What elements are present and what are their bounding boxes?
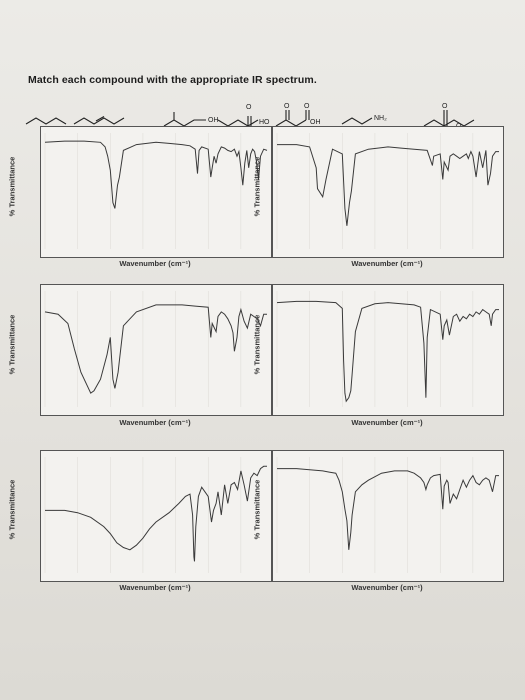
- ylabel-1: % Transmittance: [7, 156, 17, 217]
- spectrum-plot-1: [44, 133, 268, 249]
- structure-7: [423, 119, 475, 127]
- ylabel-4: % Transmittance: [252, 314, 262, 375]
- spectrum-panel-1: [40, 126, 272, 258]
- structure-5-o1-label: O: [284, 103, 290, 110]
- spectrum-panel-5: [40, 450, 272, 582]
- structure-5-o2-label: O: [304, 103, 310, 110]
- spectrum-plot-6: [276, 457, 499, 573]
- spectrum-line-3: [44, 304, 267, 394]
- spectrum-line-5: [45, 465, 267, 562]
- ylabel-2: % Transmittance: [252, 156, 262, 217]
- spectrum-panel-2: [272, 126, 504, 258]
- structure-6: [341, 117, 373, 125]
- structures-row: OH O HO O O OH NH₂ O O: [24, 98, 514, 134]
- structure-4-oh-label: OH: [208, 117, 219, 124]
- structure-drawings: OH O HO O O OH NH₂ O O: [25, 103, 475, 130]
- page-title: Match each compound with the appropriate…: [28, 74, 317, 86]
- structure-6-nh2-label: NH₂: [374, 115, 387, 122]
- spectrum-plot-3: [44, 291, 267, 407]
- ylabel-3: % Transmittance: [7, 314, 17, 375]
- structure-7-o-label: O: [442, 103, 448, 110]
- structure-1: [25, 117, 67, 125]
- structure-5: [275, 119, 307, 127]
- spectrum-line-1: [44, 140, 268, 209]
- spectrum-line-6: [277, 468, 499, 550]
- spectrum-panel-4: [272, 284, 504, 416]
- xlabel-1: Wavenumber (cm⁻¹): [119, 259, 191, 268]
- spectrum-plot-2: [276, 133, 499, 249]
- spectrum-line-4: [276, 300, 499, 403]
- xlabel-2: Wavenumber (cm⁻¹): [351, 259, 423, 268]
- structure-4-o-label: O: [246, 104, 252, 111]
- spectrum-panel-6: [272, 450, 504, 582]
- structure-2: [73, 117, 125, 125]
- xlabel-3: Wavenumber (cm⁻¹): [119, 418, 191, 427]
- spectrum-panel-3: [40, 284, 272, 416]
- xlabel-6: Wavenumber (cm⁻¹): [351, 583, 423, 592]
- ylabel-6: % Transmittance: [252, 479, 262, 540]
- spectrum-plot-4: [276, 291, 499, 407]
- ylabel-5: % Transmittance: [7, 479, 17, 540]
- spectrum-plot-5: [44, 457, 267, 573]
- structure-4: [217, 119, 249, 127]
- structure-5-ho-label: HO: [259, 119, 270, 126]
- xlabel-4: Wavenumber (cm⁻¹): [351, 418, 423, 427]
- xlabel-5: Wavenumber (cm⁻¹): [119, 583, 191, 592]
- structure-5-oh-label: OH: [310, 119, 321, 126]
- spectrum-line-2: [277, 144, 499, 226]
